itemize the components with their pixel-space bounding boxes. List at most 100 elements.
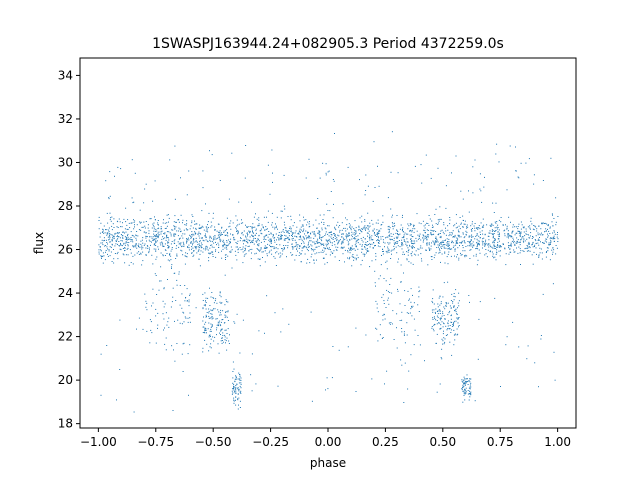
data-point — [432, 311, 434, 313]
data-point — [549, 226, 551, 228]
data-point — [164, 303, 166, 305]
data-point — [549, 238, 551, 240]
data-point — [271, 149, 273, 151]
data-point — [113, 227, 115, 228]
data-point — [146, 309, 148, 311]
data-point — [327, 210, 329, 211]
data-point — [418, 248, 420, 250]
data-point — [289, 238, 290, 240]
data-point — [465, 387, 467, 389]
data-point — [215, 256, 217, 258]
data-point — [351, 247, 353, 249]
data-point — [414, 228, 416, 230]
data-point — [140, 221, 142, 223]
data-point — [417, 234, 419, 236]
data-point — [263, 247, 265, 249]
data-point — [233, 399, 235, 401]
data-point — [451, 293, 453, 295]
data-point — [453, 295, 455, 297]
data-point — [199, 233, 201, 234]
y-tick-label: 30 — [58, 155, 73, 169]
data-point — [228, 226, 230, 228]
data-point — [229, 241, 231, 243]
data-point — [323, 224, 325, 225]
data-point — [319, 234, 321, 235]
data-point — [529, 237, 531, 239]
data-point — [354, 257, 356, 259]
data-point — [334, 133, 335, 134]
data-point — [350, 228, 352, 229]
data-point — [210, 328, 212, 330]
data-point — [202, 308, 204, 310]
data-point — [167, 242, 169, 244]
data-point — [216, 318, 218, 320]
data-point — [187, 246, 188, 248]
data-point — [100, 256, 102, 258]
data-point — [273, 246, 275, 248]
data-point — [166, 324, 168, 326]
data-point — [141, 245, 143, 247]
data-point — [207, 224, 208, 226]
data-point — [412, 240, 414, 242]
data-point — [450, 315, 452, 317]
data-point — [265, 246, 267, 248]
data-point — [414, 165, 416, 167]
data-point — [238, 378, 240, 380]
data-point — [520, 162, 522, 164]
data-point — [391, 323, 393, 325]
data-point — [251, 234, 253, 236]
data-point — [137, 245, 139, 246]
data-point — [523, 241, 525, 243]
data-point — [308, 158, 310, 160]
data-point — [371, 378, 373, 380]
data-point — [153, 243, 155, 245]
data-point — [214, 229, 216, 231]
data-point — [203, 304, 205, 306]
data-point — [323, 222, 325, 224]
data-point — [160, 228, 162, 230]
data-point — [147, 227, 149, 229]
data-point — [309, 221, 310, 223]
data-point — [115, 232, 117, 234]
data-point — [210, 326, 212, 328]
data-point — [405, 243, 407, 245]
data-point — [300, 236, 301, 238]
data-point — [167, 241, 169, 243]
data-point — [275, 227, 277, 229]
data-point — [208, 315, 210, 317]
data-point — [102, 244, 104, 246]
data-point — [469, 378, 471, 380]
data-point — [470, 393, 472, 395]
data-point — [407, 250, 409, 251]
data-point — [235, 392, 237, 394]
data-point — [509, 248, 511, 250]
data-point — [508, 235, 510, 237]
data-point — [123, 242, 125, 244]
data-point — [392, 310, 394, 312]
data-point — [169, 253, 171, 255]
data-point — [390, 250, 392, 252]
data-point — [477, 259, 479, 261]
data-point — [182, 219, 184, 221]
data-point — [107, 233, 109, 235]
data-point — [549, 244, 551, 245]
data-point — [189, 294, 191, 296]
data-point — [236, 219, 238, 221]
data-point — [132, 241, 134, 243]
data-point — [327, 225, 329, 227]
data-point — [388, 303, 390, 305]
data-point — [219, 301, 221, 303]
data-point — [432, 240, 434, 242]
data-point — [226, 234, 228, 236]
data-point — [230, 238, 232, 240]
data-point — [529, 250, 531, 252]
data-point — [167, 279, 168, 280]
data-point — [164, 232, 166, 234]
data-point — [540, 228, 542, 230]
data-point — [540, 234, 542, 236]
data-point — [349, 249, 351, 251]
data-point — [437, 222, 439, 224]
data-point — [104, 239, 105, 241]
data-point — [445, 325, 447, 327]
data-point — [512, 226, 514, 228]
